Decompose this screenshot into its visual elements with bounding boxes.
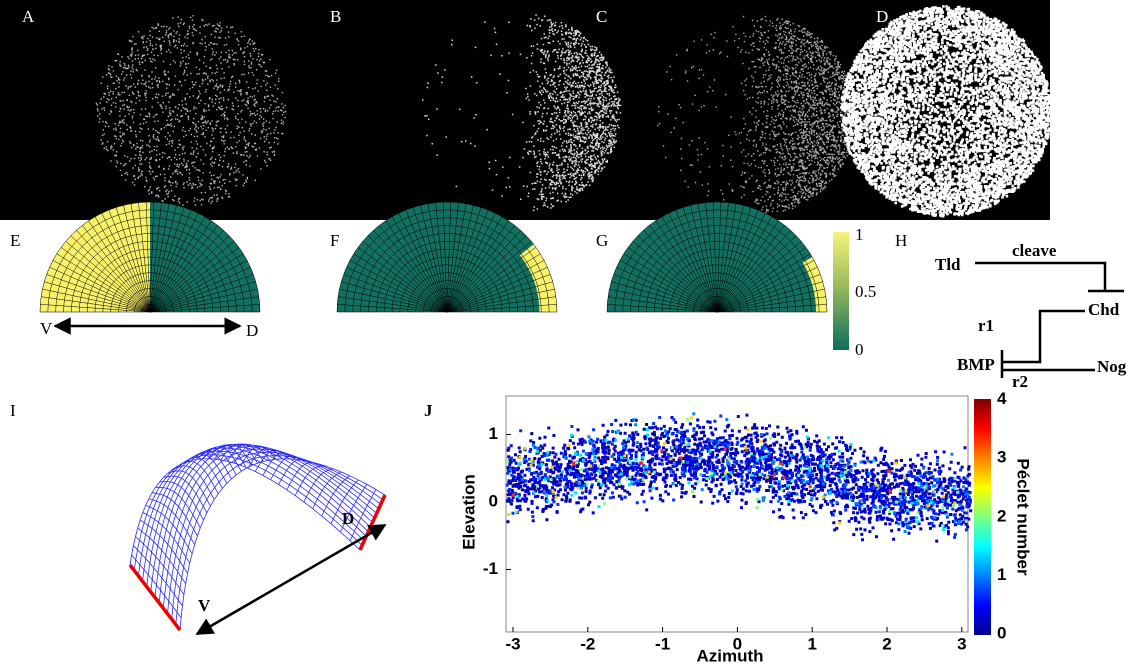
y-tick-label: 0 <box>489 491 498 510</box>
colorbar-tick: 1 <box>855 225 864 244</box>
colorbar-tick: 0.5 <box>855 282 876 301</box>
hemisphere-grid <box>336 201 558 313</box>
network-lines <box>975 261 1124 378</box>
speckle <box>657 15 856 217</box>
colorbar-tick-label: 4 <box>997 389 1007 408</box>
x-tick-label: 3 <box>957 634 966 653</box>
scatter-points <box>509 412 971 533</box>
x-tick-label: 2 <box>882 634 891 653</box>
network-edge: r2 <box>1012 372 1028 391</box>
network-node: Nog <box>1097 357 1127 376</box>
arch-arrow <box>195 523 387 636</box>
x-tick-label: 0 <box>733 634 742 653</box>
speckle <box>840 5 1053 218</box>
axis-end-label: D <box>246 321 258 340</box>
axis-end-label: V <box>40 319 53 338</box>
speckle <box>422 14 622 212</box>
y-axis-label: Elevation <box>459 474 478 550</box>
panel-label: I <box>10 401 16 420</box>
colorbar-tick-label: 1 <box>997 565 1006 584</box>
arch-end-label: V <box>198 596 211 615</box>
network-edge: r1 <box>978 316 994 335</box>
arch-end-label: D <box>342 509 354 528</box>
arch-mesh <box>129 443 386 631</box>
x-tick-label: -3 <box>505 634 520 653</box>
hemisphere-grid <box>39 201 261 313</box>
x-tick-label: -2 <box>580 634 595 653</box>
panel-label: H <box>895 231 907 250</box>
panel-label: C <box>596 7 607 26</box>
colorbar-tick-label: 0 <box>997 623 1006 642</box>
network-node: BMP <box>957 355 995 374</box>
scatter-points <box>506 413 973 542</box>
panel-label: G <box>596 231 608 250</box>
hemisphere-grid <box>606 201 828 313</box>
colorbar-label: Péclet number <box>1014 458 1033 576</box>
x-tick-label: 1 <box>807 634 816 653</box>
colorbar-tick: 0 <box>855 340 864 359</box>
x-tick-label: -1 <box>655 634 670 653</box>
panel-label: F <box>330 231 339 250</box>
high-region <box>40 202 150 312</box>
colorbar <box>974 399 991 635</box>
colorbar-tick-label: 3 <box>997 448 1006 467</box>
panel-label: A <box>22 7 35 26</box>
high-region <box>802 257 827 312</box>
y-tick-label: -1 <box>483 559 498 578</box>
network-node: Chd <box>1088 300 1120 319</box>
y-tick-label: 1 <box>489 424 498 443</box>
x-axis-label: Azimuth <box>696 646 763 665</box>
network-node: Tld <box>935 255 961 274</box>
panel-label: B <box>330 7 341 26</box>
network-edge: cleave <box>1012 241 1057 260</box>
scatter-points <box>506 418 972 543</box>
panel-label: D <box>876 7 888 26</box>
layer: -3 -2 -1 0 1 2 3 1 0 -1 0 1 2 3 4 <box>39 5 1053 653</box>
panel-label: J <box>424 401 433 420</box>
panel-label: E <box>10 231 20 250</box>
colorbar-tick-label: 2 <box>997 506 1006 525</box>
colorbar <box>833 232 849 350</box>
